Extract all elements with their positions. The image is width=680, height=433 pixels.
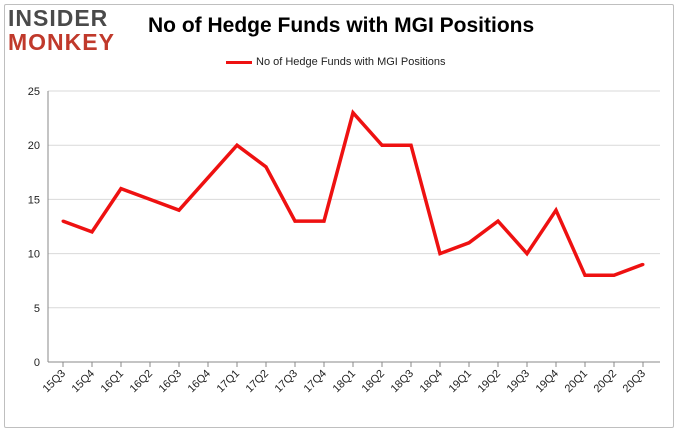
legend-swatch — [226, 61, 252, 64]
logo-line-2: MONKEY — [8, 29, 115, 55]
data-point — [467, 241, 471, 245]
x-tick-label: 16Q3 — [157, 368, 185, 396]
series-line — [62, 109, 644, 278]
data-point — [496, 219, 500, 223]
data-point — [351, 111, 355, 115]
x-tick-label: 19Q1 — [447, 368, 475, 396]
data-point — [612, 273, 616, 277]
data-point — [177, 208, 181, 212]
data-point — [641, 262, 645, 266]
x-tick-label: 17Q3 — [273, 368, 301, 396]
x-tick-label: 20Q3 — [621, 368, 649, 396]
data-point — [525, 252, 529, 256]
data-point — [583, 273, 587, 277]
x-tick-label: 19Q2 — [476, 368, 504, 396]
x-tick-label: 16Q1 — [99, 368, 127, 396]
x-tick-label: 18Q1 — [331, 368, 359, 396]
data-point — [554, 208, 558, 212]
y-tick-label: 25 — [28, 86, 40, 98]
x-tick-label: 17Q4 — [302, 368, 330, 396]
x-tick-label: 19Q4 — [534, 368, 562, 396]
data-point — [61, 219, 65, 223]
chart-frame — [4, 4, 674, 428]
data-point — [322, 219, 326, 223]
data-point — [148, 197, 152, 201]
x-tick-label: 18Q4 — [418, 368, 446, 396]
y-tick-label: 15 — [28, 194, 40, 206]
x-tick-label: 20Q1 — [563, 368, 591, 396]
insider-monkey-logo: INSIDER MONKEY — [8, 6, 128, 56]
x-tick-label: 15Q4 — [70, 368, 98, 396]
x-tick-label: 15Q3 — [41, 368, 69, 396]
x-tick-label: 20Q2 — [592, 368, 620, 396]
data-point — [438, 252, 442, 256]
data-point — [235, 143, 239, 147]
data-point — [264, 165, 268, 169]
data-point — [293, 219, 297, 223]
x-tick-label: 16Q4 — [186, 368, 214, 396]
logo-line-1: INSIDER — [8, 5, 109, 31]
x-axis-ticks: 15Q3 15Q4 16Q1 16Q2 16Q3 16Q4 17Q1 17Q2 17Q3 17Q4… — [41, 362, 649, 396]
x-tick-label: 17Q2 — [244, 368, 272, 396]
y-tick-label: 0 — [34, 357, 40, 369]
gridlines — [47, 90, 660, 363]
data-point — [206, 176, 210, 180]
y-tick-label: 5 — [34, 303, 40, 315]
data-point — [90, 230, 94, 234]
x-tick-label: 19Q3 — [505, 368, 533, 396]
x-tick-label: 17Q1 — [215, 368, 243, 396]
data-point — [119, 187, 123, 191]
x-tick-label: 18Q2 — [360, 368, 388, 396]
data-point — [380, 143, 384, 147]
y-tick-label: 10 — [28, 249, 40, 261]
y-tick-label: 20 — [28, 140, 40, 152]
series-layer — [61, 109, 645, 278]
x-tick-label: 16Q2 — [128, 368, 156, 396]
chart-title: No of Hedge Funds with MGI Positions — [148, 14, 535, 37]
data-point — [409, 143, 413, 147]
legend-label: No of Hedge Funds with MGI Positions — [256, 56, 446, 68]
y-axis-ticks: 0 5 10 15 20 25 — [28, 86, 40, 369]
x-tick-label: 18Q3 — [389, 368, 417, 396]
